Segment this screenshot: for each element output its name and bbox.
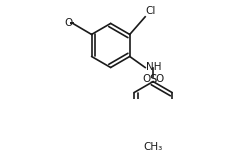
Text: NH: NH	[146, 62, 161, 73]
Text: O: O	[142, 74, 150, 84]
Text: CH₃: CH₃	[144, 142, 163, 152]
Text: S: S	[149, 73, 157, 86]
Text: O: O	[156, 74, 164, 84]
Text: O: O	[64, 18, 72, 28]
Text: Cl: Cl	[145, 6, 156, 16]
